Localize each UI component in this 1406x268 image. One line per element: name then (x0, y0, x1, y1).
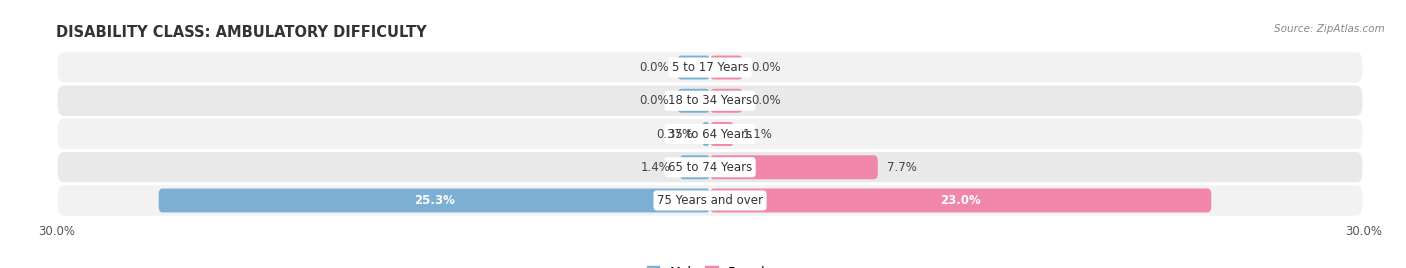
FancyBboxPatch shape (56, 51, 1364, 84)
FancyBboxPatch shape (710, 55, 742, 80)
Text: 35 to 64 Years: 35 to 64 Years (668, 128, 752, 140)
FancyBboxPatch shape (56, 184, 1364, 217)
FancyBboxPatch shape (710, 89, 742, 113)
Text: 25.3%: 25.3% (413, 194, 454, 207)
FancyBboxPatch shape (159, 188, 710, 213)
Text: 0.0%: 0.0% (751, 61, 782, 74)
Text: 0.37%: 0.37% (657, 128, 693, 140)
FancyBboxPatch shape (710, 122, 734, 146)
FancyBboxPatch shape (679, 155, 710, 179)
Text: 75 Years and over: 75 Years and over (657, 194, 763, 207)
Text: 0.0%: 0.0% (638, 94, 669, 107)
Text: 23.0%: 23.0% (941, 194, 981, 207)
Text: DISABILITY CLASS: AMBULATORY DIFFICULTY: DISABILITY CLASS: AMBULATORY DIFFICULTY (56, 25, 427, 40)
Text: 18 to 34 Years: 18 to 34 Years (668, 94, 752, 107)
FancyBboxPatch shape (702, 122, 710, 146)
Legend: Male, Female: Male, Female (647, 266, 773, 268)
FancyBboxPatch shape (678, 89, 710, 113)
FancyBboxPatch shape (56, 117, 1364, 151)
FancyBboxPatch shape (710, 188, 1212, 213)
Text: 5 to 17 Years: 5 to 17 Years (672, 61, 748, 74)
Text: 1.1%: 1.1% (742, 128, 772, 140)
Text: 1.4%: 1.4% (641, 161, 671, 174)
Text: 0.0%: 0.0% (638, 61, 669, 74)
FancyBboxPatch shape (56, 151, 1364, 184)
FancyBboxPatch shape (56, 84, 1364, 117)
FancyBboxPatch shape (710, 155, 877, 179)
Text: 0.0%: 0.0% (751, 94, 782, 107)
Text: 7.7%: 7.7% (887, 161, 917, 174)
Text: 65 to 74 Years: 65 to 74 Years (668, 161, 752, 174)
Text: Source: ZipAtlas.com: Source: ZipAtlas.com (1274, 24, 1385, 34)
FancyBboxPatch shape (678, 55, 710, 80)
